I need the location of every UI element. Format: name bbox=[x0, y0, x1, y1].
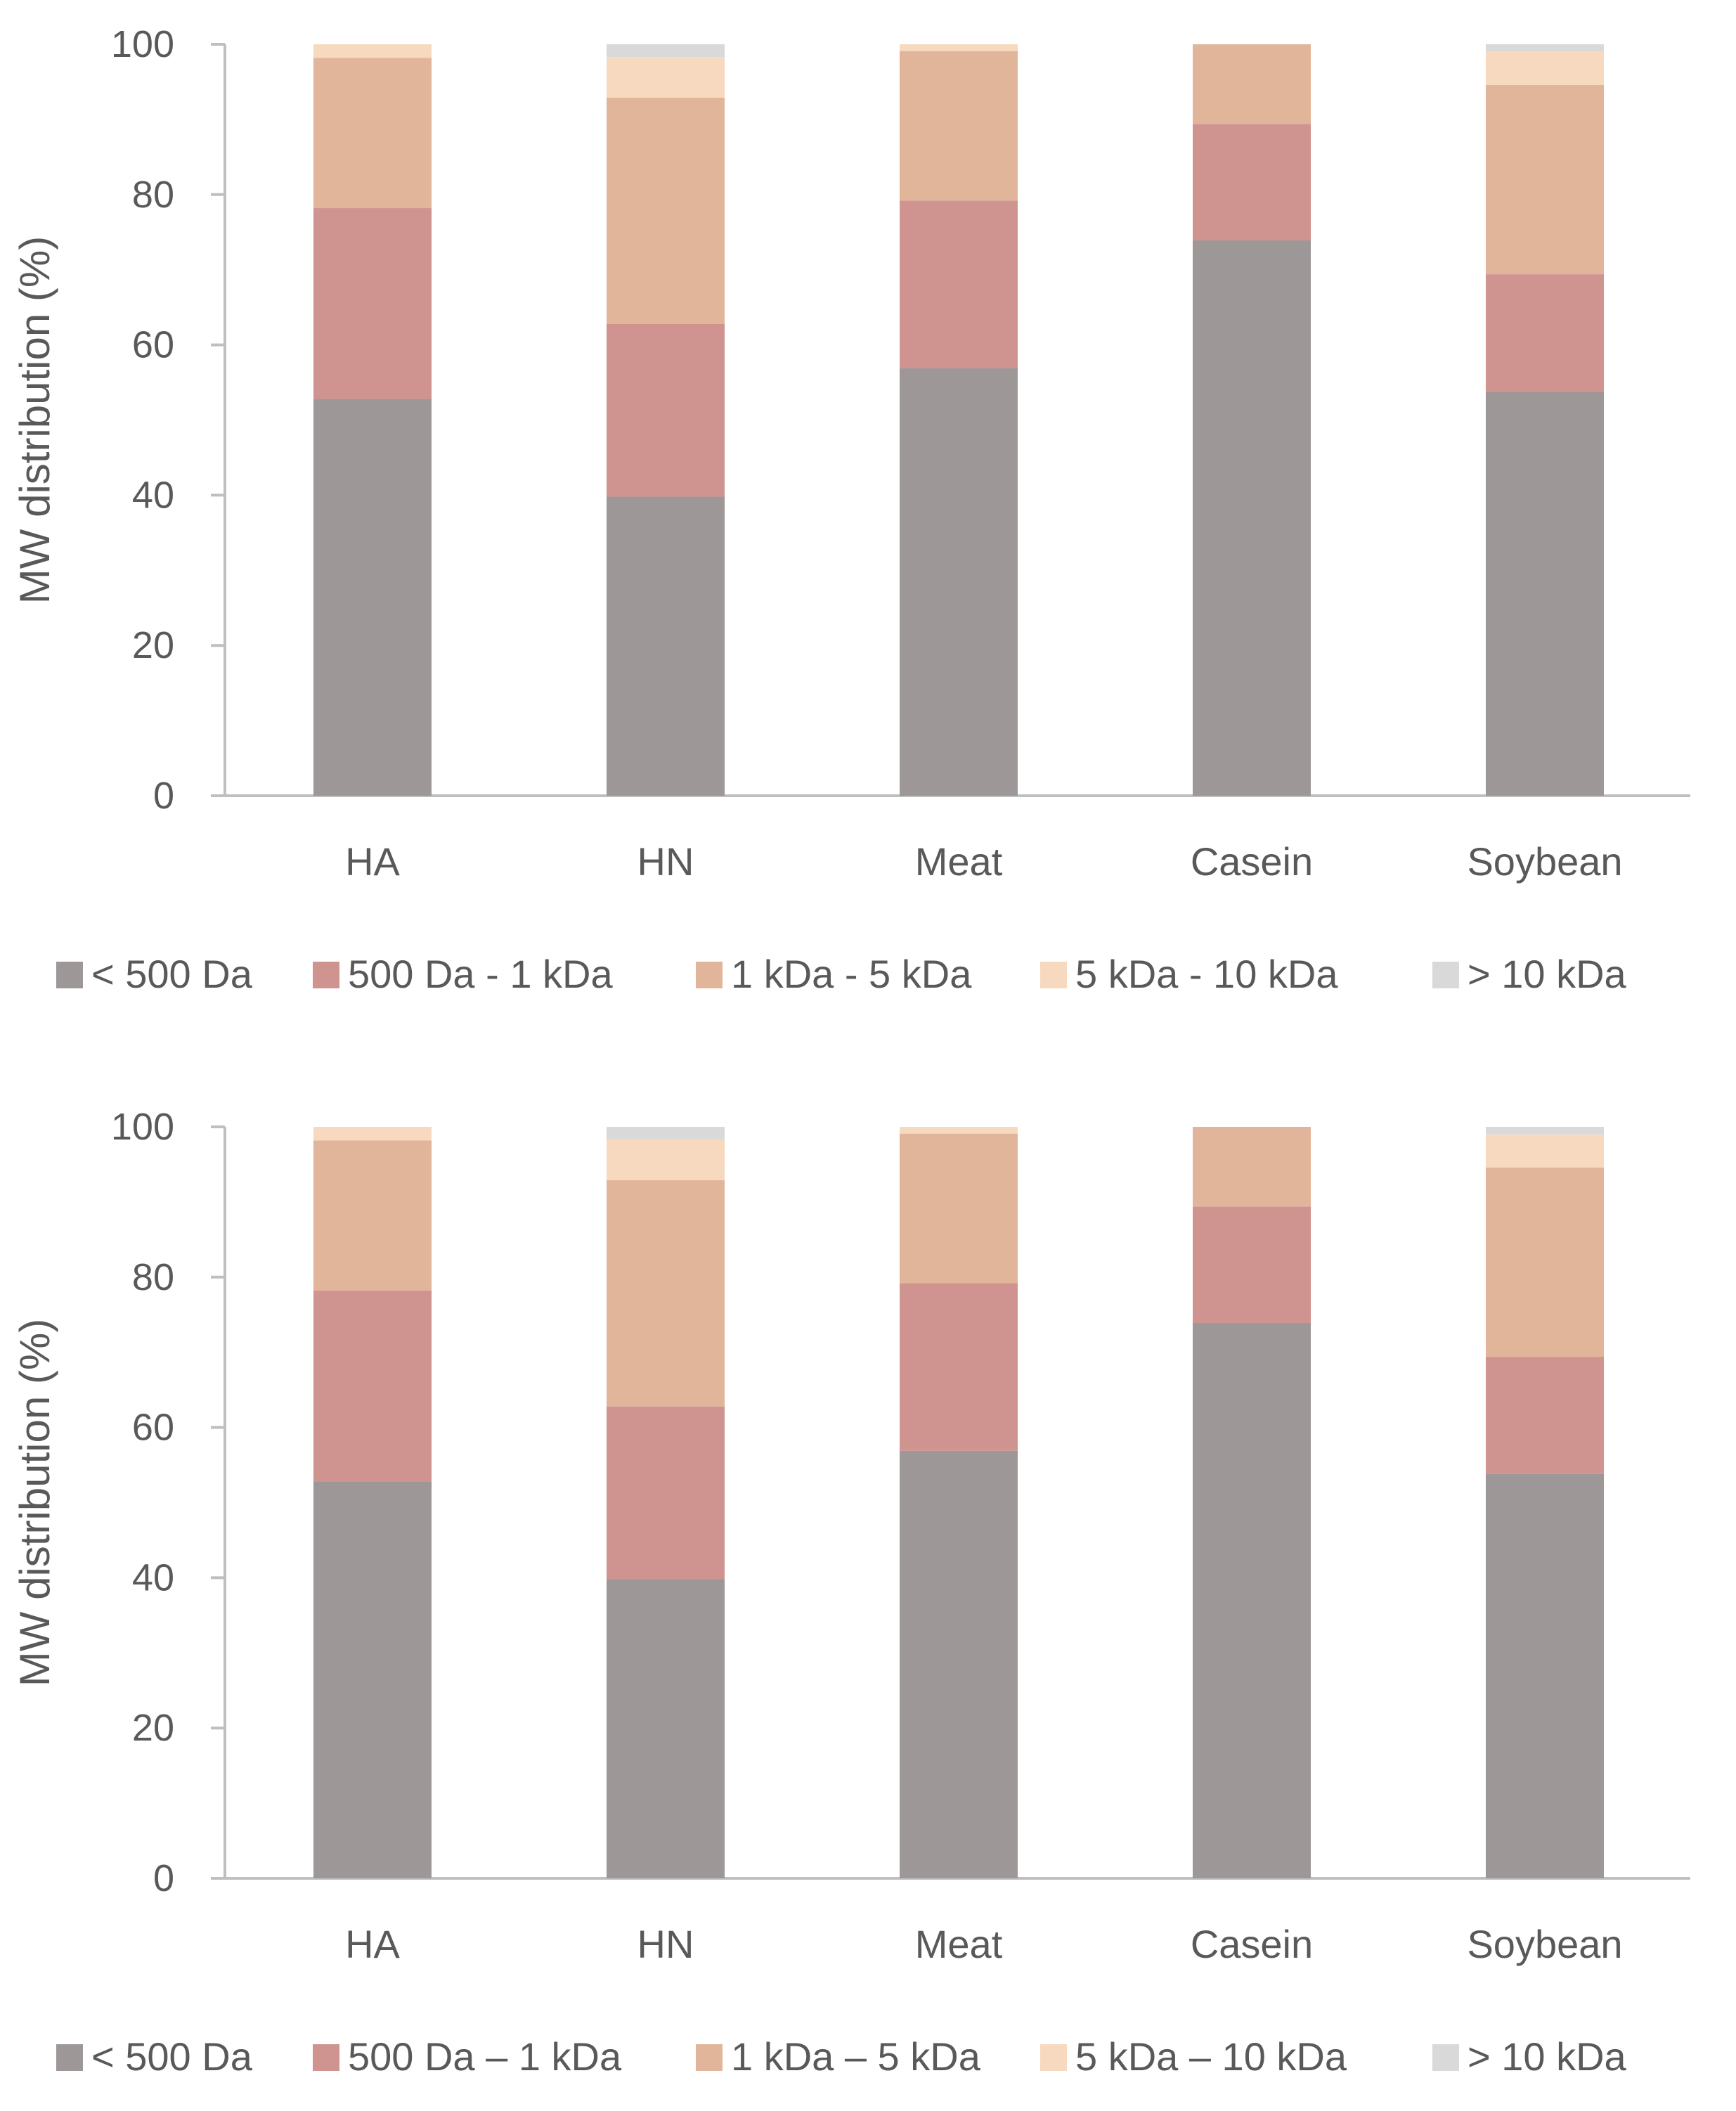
chart-2-bar-casein-series-1 bbox=[1193, 1323, 1311, 1878]
chart-2-bar-soybean-series-1 bbox=[1486, 1473, 1604, 1878]
chart-2-legend-label-4: 5 kDa – 10 kDa bbox=[1075, 2034, 1347, 2079]
chart-2-legend-label-3: 1 kDa – 5 kDa bbox=[731, 2034, 981, 2079]
chart-1-bar-ha-series-2 bbox=[313, 208, 432, 399]
chart-1-x-tick-label-soybean: Soybean bbox=[1467, 839, 1622, 884]
chart-1-bar-hn-series-4 bbox=[607, 57, 725, 98]
chart-1-legend-label-4: 5 kDa - 10 kDa bbox=[1075, 952, 1338, 996]
chart-2-x-tick-label-hn: HN bbox=[637, 1922, 694, 1966]
chart-1-bar-meat-series-3 bbox=[900, 51, 1018, 201]
chart-2-y-tick-label-80: 80 bbox=[132, 1256, 174, 1298]
chart-1-x-tick-label-ha: HA bbox=[345, 839, 400, 884]
chart-2-bar-ha-series-4 bbox=[313, 1127, 432, 1141]
chart-1-bar-soybean-series-4 bbox=[1486, 51, 1604, 85]
chart-2-legend-swatch-5 bbox=[1432, 2044, 1459, 2071]
chart-2-x-tick-label-ha: HA bbox=[345, 1922, 400, 1966]
chart-2-bar-ha-series-1 bbox=[313, 1481, 432, 1878]
chart-2-bar-ha-series-2 bbox=[313, 1291, 432, 1482]
chart-2-y-tick-label-0: 0 bbox=[153, 1857, 174, 1899]
chart-1-legend-label-5: > 10 kDa bbox=[1468, 952, 1627, 996]
chart-2-bar-meat-series-3 bbox=[900, 1133, 1018, 1284]
chart-2-bar-casein-series-3 bbox=[1193, 1127, 1311, 1207]
chart-1-y-tick-label-60: 60 bbox=[132, 324, 174, 366]
chart-1-legend-swatch-4 bbox=[1040, 962, 1067, 988]
chart-1-bar-soybean-series-5 bbox=[1486, 44, 1604, 52]
chart-1-y-tick-label-20: 20 bbox=[132, 624, 174, 666]
chart-2-bar-meat-series-4 bbox=[900, 1127, 1018, 1134]
chart-1-y-tick-label-100: 100 bbox=[111, 23, 174, 65]
chart-1-bar-soybean-series-3 bbox=[1486, 84, 1604, 275]
chart-1-bar-meat-series-2 bbox=[900, 200, 1018, 368]
chart-1-bar-soybean-series-2 bbox=[1486, 274, 1604, 392]
chart-2-legend-label-1: < 500 Da bbox=[91, 2034, 253, 2079]
chart-2-bar-soybean-series-2 bbox=[1486, 1357, 1604, 1474]
chart-2-bar-meat-series-1 bbox=[900, 1450, 1018, 1878]
chart-2-svg: 0 20 40 60 80 100 MW distribution (%) HA HN Meat C… bbox=[11, 1106, 1690, 2079]
chart-2-bar-hn-series-3 bbox=[607, 1180, 725, 1407]
chart-2-legend-label-2: 500 Da – 1 kDa bbox=[348, 2034, 622, 2079]
chart-1-x-tick-label-casein: Casein bbox=[1191, 839, 1313, 884]
chart-1-legend-label-2: 500 Da - 1 kDa bbox=[348, 952, 613, 996]
chart-2-bar-hn-series-5 bbox=[607, 1127, 725, 1140]
chart-1-bar-casein-series-1 bbox=[1193, 240, 1311, 796]
chart-1-y-axis-title: MW distribution (%) bbox=[11, 236, 58, 604]
chart-2-bar-hn-series-4 bbox=[607, 1140, 725, 1180]
chart-1-y-tick-label-0: 0 bbox=[153, 775, 174, 817]
chart-1-bar-casein-series-2 bbox=[1193, 124, 1311, 241]
chart-1-legend-swatch-1 bbox=[56, 962, 83, 988]
chart-1-y-tick-label-40: 40 bbox=[132, 474, 174, 516]
chart-1-legend-swatch-5 bbox=[1432, 962, 1459, 988]
chart-2-y-tick-label-40: 40 bbox=[132, 1556, 174, 1599]
chart-1-x-tick-label-meat: Meat bbox=[915, 839, 1003, 884]
chart-2-y-axis-title: MW distribution (%) bbox=[11, 1319, 58, 1686]
chart-2-legend-label-5: > 10 kDa bbox=[1468, 2034, 1627, 2079]
chart-2-bar-hn-series-1 bbox=[607, 1579, 725, 1878]
chart-2: 0 20 40 60 80 100 MW distribution (%) HA HN Meat C… bbox=[0, 1083, 1736, 2111]
chart-1-legend-swatch-3 bbox=[696, 962, 723, 988]
chart-2-y-tick-label-20: 20 bbox=[132, 1707, 174, 1749]
chart-2-bar-soybean-series-3 bbox=[1486, 1167, 1604, 1357]
chart-1-bar-hn-series-3 bbox=[607, 97, 725, 324]
chart-2-bar-casein-series-2 bbox=[1193, 1206, 1311, 1324]
chart-2-bar-hn-series-2 bbox=[607, 1406, 725, 1580]
chart-2-bar-ha-series-3 bbox=[313, 1140, 432, 1291]
chart-1-legend-label-3: 1 kDa - 5 kDa bbox=[731, 952, 972, 996]
chart-1-bar-hn-series-2 bbox=[607, 323, 725, 497]
chart-1-y-tick-label-80: 80 bbox=[132, 174, 174, 216]
chart-2-x-tick-label-meat: Meat bbox=[915, 1922, 1003, 1966]
chart-1-legend-label-1: < 500 Da bbox=[91, 952, 253, 996]
chart-2-bar-soybean-series-4 bbox=[1486, 1134, 1604, 1168]
chart-1-bar-hn-series-5 bbox=[607, 44, 725, 58]
chart-2-legend-swatch-4 bbox=[1040, 2044, 1067, 2071]
chart-1-bar-hn-series-1 bbox=[607, 496, 725, 796]
chart-2-y-tick-label-100: 100 bbox=[111, 1106, 174, 1148]
chart-1-legend-swatch-2 bbox=[313, 962, 339, 988]
chart-2-y-tick-label-60: 60 bbox=[132, 1407, 174, 1449]
chart-1: 0 20 40 60 80 100 MW distribution (%) HA HN Meat C… bbox=[0, 0, 1736, 1054]
chart-2-x-tick-label-casein: Casein bbox=[1191, 1922, 1313, 1966]
chart-1-bar-meat-series-1 bbox=[900, 368, 1018, 796]
chart-1-bar-soybean-series-1 bbox=[1486, 391, 1604, 796]
chart-2-x-tick-label-soybean: Soybean bbox=[1467, 1922, 1622, 1966]
chart-1-bar-meat-series-4 bbox=[900, 44, 1018, 51]
chart-1-x-tick-label-hn: HN bbox=[637, 839, 694, 884]
chart-2-legend-swatch-3 bbox=[696, 2044, 723, 2071]
chart-1-bar-ha-series-4 bbox=[313, 44, 432, 58]
chart-1-bar-ha-series-3 bbox=[313, 58, 432, 209]
chart-2-legend-swatch-2 bbox=[313, 2044, 339, 2071]
chart-1-bar-casein-series-3 bbox=[1193, 44, 1311, 124]
chart-2-bar-soybean-series-5 bbox=[1486, 1127, 1604, 1135]
chart-2-bar-meat-series-2 bbox=[900, 1283, 1018, 1451]
chart-2-legend-swatch-1 bbox=[56, 2044, 83, 2071]
chart-1-bar-ha-series-1 bbox=[313, 399, 432, 796]
chart-1-svg: 0 20 40 60 80 100 MW distribution (%) HA HN Meat C… bbox=[11, 23, 1690, 996]
